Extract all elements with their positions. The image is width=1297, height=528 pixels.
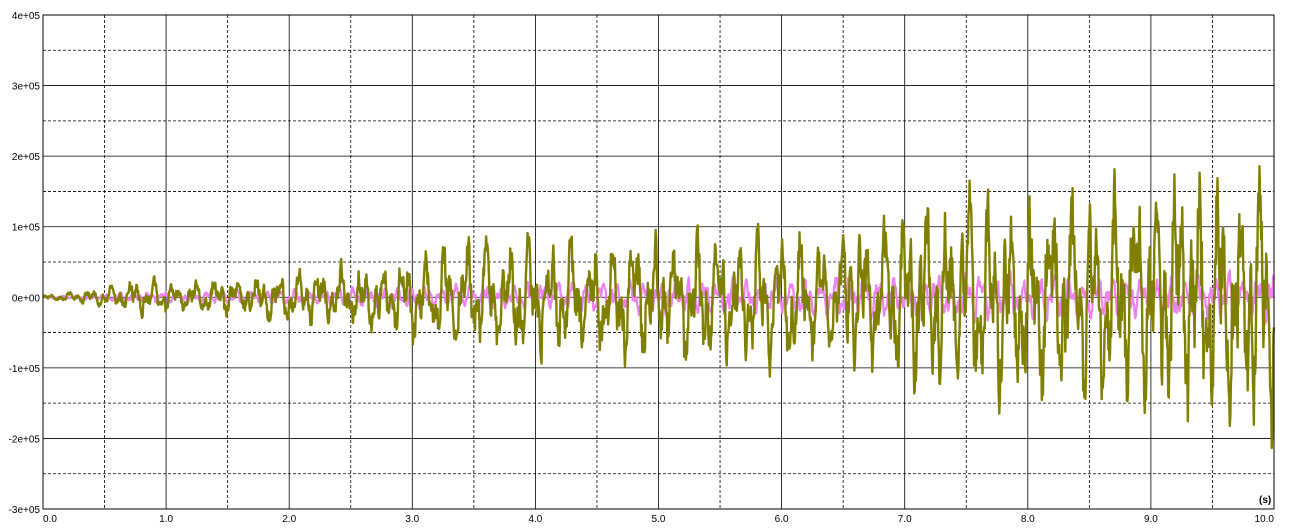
x-tick-label: 3.0: [405, 514, 419, 525]
y-tick-label: 3e+05: [12, 82, 41, 93]
major-grid: [43, 15, 1274, 509]
y-axis-tick-labels: -3e+05 -2e+05 -1e+05 0e+00 1e+05 2e+05 3e+05 4e…: [9, 11, 41, 516]
x-tick-label: 9.0: [1144, 514, 1158, 525]
x-tick-label: 10.0: [1255, 514, 1275, 525]
y-tick-label: 1e+05: [12, 223, 41, 234]
x-axis-tick-labels: 0.0 1.0 2.0 3.0 4.0 5.0 6.0 7.0 8.0 9.0 10.0: [43, 514, 1274, 525]
x-tick-label: 7.0: [898, 514, 912, 525]
x-tick-label: 1.0: [159, 514, 173, 525]
x-tick-label: 6.0: [775, 514, 789, 525]
x-tick-label: 2.0: [282, 514, 296, 525]
x-tick-label: 5.0: [652, 514, 666, 525]
x-tick-label: 8.0: [1021, 514, 1035, 525]
x-tick-label: 4.0: [528, 514, 542, 525]
series-2-line: [42, 164, 1276, 450]
y-tick-label: 4e+05: [12, 11, 41, 22]
y-tick-label: 0e+00: [12, 293, 41, 304]
plot-frame: [42, 14, 1275, 510]
y-tick-label: -3e+05: [9, 505, 41, 516]
y-tick-label: 2e+05: [12, 152, 41, 163]
x-tick-label: 0.0: [43, 514, 57, 525]
y-tick-label: -1e+05: [9, 364, 41, 375]
x-axis-unit-label: (s): [1259, 495, 1271, 506]
series-layer: [42, 164, 1276, 450]
y-tick-label: -2e+05: [9, 434, 41, 445]
